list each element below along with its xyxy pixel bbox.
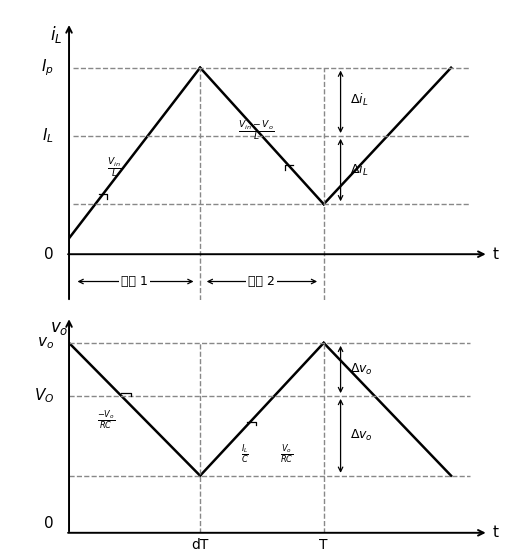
Text: $v_o$: $v_o$ xyxy=(50,319,68,337)
Text: $v_o$: $v_o$ xyxy=(37,335,54,351)
Text: $\frac{V_{in}}{L}$: $\frac{V_{in}}{L}$ xyxy=(107,156,121,180)
Text: t: t xyxy=(492,525,498,541)
Text: $\Delta i_L$: $\Delta i_L$ xyxy=(350,162,369,178)
Text: $\frac{V_o}{RC}$: $\frac{V_o}{RC}$ xyxy=(279,443,293,466)
Text: 0: 0 xyxy=(45,247,54,262)
Text: $\Delta v_o$: $\Delta v_o$ xyxy=(350,362,373,377)
Text: $i_L$: $i_L$ xyxy=(50,24,63,46)
Text: $I_p$: $I_p$ xyxy=(41,57,54,78)
Text: $\frac{V_{in}-V_o}{L}$: $\frac{V_{in}-V_o}{L}$ xyxy=(238,119,275,143)
Text: $\Delta v_o$: $\Delta v_o$ xyxy=(350,428,373,443)
Text: t: t xyxy=(492,247,498,262)
Text: $\frac{I_L}{C}$: $\frac{I_L}{C}$ xyxy=(241,443,249,466)
Text: 模态 2: 模态 2 xyxy=(249,275,276,288)
Text: 0: 0 xyxy=(45,517,54,532)
Text: T: T xyxy=(320,538,328,552)
Text: $\Delta i_L$: $\Delta i_L$ xyxy=(350,92,369,108)
Text: 模态 1: 模态 1 xyxy=(121,275,148,288)
Text: $\frac{-V_o}{RC}$: $\frac{-V_o}{RC}$ xyxy=(97,408,116,431)
Text: $I_L$: $I_L$ xyxy=(42,127,54,145)
Text: dT: dT xyxy=(192,538,209,552)
Text: $V_O$: $V_O$ xyxy=(33,387,54,405)
